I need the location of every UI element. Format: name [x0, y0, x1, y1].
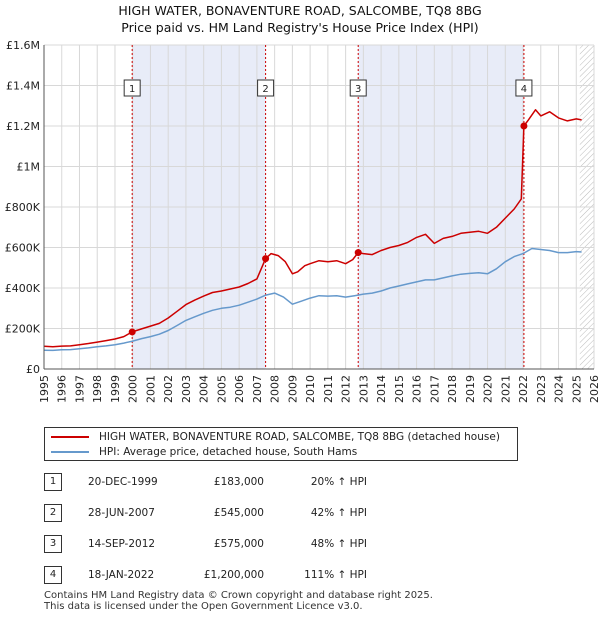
sale-number-box [257, 79, 275, 97]
footer-licence: This data is licensed under the Open Gov… [44, 601, 363, 612]
chart-title-address: HIGH WATER, BONAVENTURE ROAD, SALCOMBE, … [118, 3, 482, 18]
legend-item-property: HIGH WATER, BONAVENTURE ROAD, SALCOMBE, … [51, 429, 500, 445]
sale-number-label: 2 [262, 84, 268, 95]
chart-legend: HIGH WATER, BONAVENTURE ROAD, SALCOMBE, … [44, 427, 518, 461]
x-tick-label: 1996 [56, 375, 69, 403]
x-tick-label: 2026 [588, 375, 600, 403]
x-tick-label: 2009 [286, 375, 299, 403]
y-tick-label: £200K [5, 323, 41, 336]
sale-marker-badge: 1 [44, 473, 62, 491]
sale-row: 2 28-JUN-2007 £545,000 42% ↑ HPI [44, 503, 564, 523]
sale-date: 14-SEP-2012 [88, 538, 156, 550]
x-tick-label: 2015 [393, 375, 406, 403]
sale-hpi-delta: 20% ↑ HPI [310, 476, 367, 488]
sale-row: 4 18-JAN-2022 £1,200,000 111% ↑ HPI [44, 565, 564, 585]
x-tick-label: 1998 [91, 375, 104, 403]
x-tick-label: 2023 [535, 375, 548, 403]
sale-point [128, 328, 136, 336]
legend-label-hpi: HPI: Average price, detached house, Sout… [99, 446, 358, 458]
sale-price: £1,200,000 [203, 569, 264, 581]
y-tick-label: £1.6M [6, 39, 40, 52]
sale-date: 18-JAN-2022 [88, 569, 155, 581]
x-tick-label: 2000 [127, 375, 140, 403]
x-tick-label: 2019 [464, 375, 477, 403]
sale-point [262, 255, 270, 263]
x-tick-label: 2006 [233, 375, 246, 403]
x-tick-label: 2012 [340, 375, 353, 403]
x-tick-label: 2020 [482, 375, 495, 403]
sale-number-label: 4 [521, 84, 527, 95]
sale-price: £575,000 [213, 538, 264, 550]
x-tick-label: 2001 [144, 375, 157, 403]
hpi-line [43, 247, 582, 352]
x-tick-label: 2007 [251, 375, 264, 403]
footer-attribution: Contains HM Land Registry data © Crown c… [44, 590, 433, 612]
sale-row: 3 14-SEP-2012 £575,000 48% ↑ HPI [44, 534, 564, 554]
x-tick-label: 2011 [322, 375, 335, 403]
x-tick-label: 2008 [269, 375, 282, 403]
legend-swatch-property [51, 436, 89, 438]
sale-number-label: 3 [355, 84, 361, 95]
legend-item-hpi: HPI: Average price, detached house, Sout… [51, 444, 357, 460]
sale-row: 1 20-DEC-1999 £183,000 20% ↑ HPI [44, 472, 564, 492]
sale-hpi-delta: 48% ↑ HPI [310, 538, 367, 550]
sale-point [354, 249, 362, 257]
sale-point [520, 122, 528, 130]
sale-marker-badge: 2 [44, 504, 62, 522]
sale-number-box [515, 79, 533, 97]
y-tick-label: £1M [17, 161, 41, 174]
chart-subtitle: Price paid vs. HM Land Registry's House … [121, 20, 479, 35]
property-price-line [43, 109, 582, 348]
price-chart: 1 2 3 4 £0 £200K £400K £600K £800K £1M £1.2M £1.4M… [5, 39, 600, 403]
y-tick-label: £400K [5, 282, 41, 295]
y-tick-label: £1.4M [6, 80, 40, 93]
sale-marker-badge: 3 [44, 535, 62, 553]
footer-copyright: Contains HM Land Registry data © Crown c… [44, 590, 433, 601]
sale-price: £545,000 [213, 507, 264, 519]
x-tick-label: 2025 [570, 375, 583, 403]
x-tick-label: 2017 [428, 375, 441, 403]
x-tick-label: 2013 [357, 375, 370, 403]
x-tick-label: 2018 [446, 375, 459, 403]
sale-hpi-delta: 42% ↑ HPI [310, 507, 367, 519]
y-tick-label: £1.2M [6, 120, 40, 133]
y-tick-label: £600K [5, 242, 41, 255]
x-tick-label: 2014 [375, 375, 388, 403]
x-tick-label: 2024 [553, 375, 566, 403]
y-tick-label: £0 [26, 363, 40, 376]
x-tick-label: 2002 [162, 375, 175, 403]
sale-number-box [123, 79, 141, 97]
x-tick-label: 1995 [38, 375, 51, 403]
sale-hpi-delta: 111% ↑ HPI [304, 569, 367, 581]
x-tick-label: 2003 [180, 375, 193, 403]
x-tick-label: 2005 [215, 375, 228, 403]
sale-date: 20-DEC-1999 [88, 476, 158, 488]
y-tick-label: £800K [5, 201, 41, 214]
legend-swatch-hpi [51, 451, 89, 453]
x-tick-label: 1999 [109, 375, 122, 403]
x-tick-label: 2004 [198, 375, 211, 403]
sale-date: 28-JUN-2007 [88, 507, 155, 519]
x-tick-label: 2010 [304, 375, 317, 403]
x-tick-label: 1997 [73, 375, 86, 403]
x-tick-label: 2021 [499, 375, 512, 403]
sale-number-box [349, 79, 367, 97]
legend-label-property: HIGH WATER, BONAVENTURE ROAD, SALCOMBE, … [99, 431, 500, 443]
sale-number-label: 1 [129, 84, 135, 95]
sale-price: £183,000 [213, 476, 264, 488]
sale-marker-badge: 4 [44, 566, 62, 584]
x-tick-label: 2016 [411, 375, 424, 403]
x-tick-label: 2022 [517, 375, 530, 403]
